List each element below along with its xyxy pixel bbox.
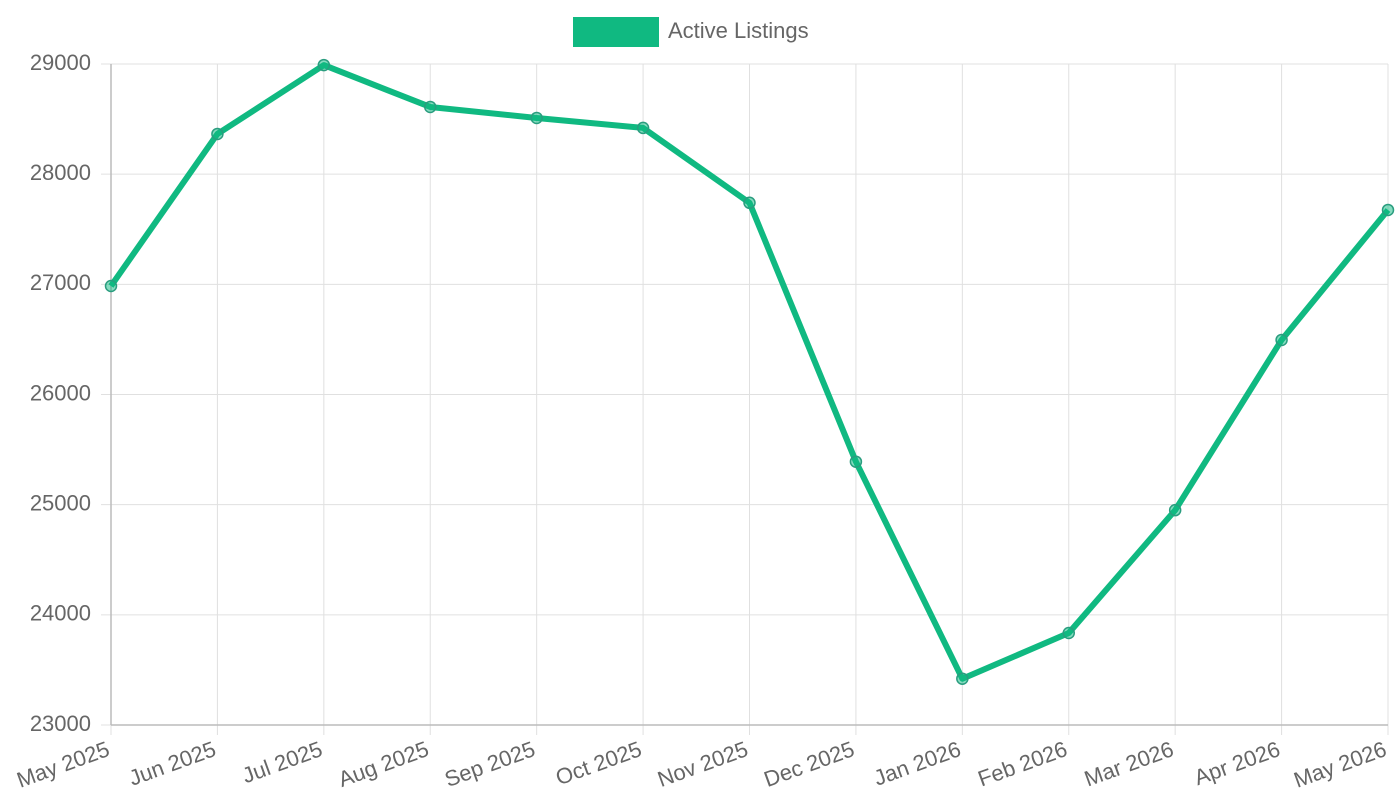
data-point [743, 196, 756, 210]
x-tick-label: Jan 2026 [870, 736, 964, 790]
y-tick-label: 27000 [30, 270, 91, 295]
x-tick-label: Dec 2025 [761, 736, 858, 792]
y-tick-label: 23000 [30, 711, 91, 736]
x-tick-label: Jul 2025 [239, 736, 326, 788]
x-tick-label: Nov 2025 [654, 736, 751, 792]
x-tick-label: Mar 2026 [1081, 736, 1177, 791]
legend-swatch [573, 17, 659, 47]
data-point [211, 127, 224, 141]
data-point [317, 58, 331, 72]
x-tick-label: Jun 2025 [126, 736, 220, 790]
data-point [1381, 203, 1395, 217]
x-tick-label: May 2026 [1290, 736, 1389, 793]
x-tick-label: Apr 2026 [1191, 736, 1283, 790]
y-tick-label: 25000 [30, 490, 91, 515]
x-tick-label: Sep 2025 [441, 736, 538, 792]
data-point [1168, 503, 1182, 517]
data-point [849, 455, 863, 468]
data-point [104, 279, 118, 293]
data-point [1062, 626, 1075, 640]
y-tick-label: 24000 [30, 601, 91, 626]
data-point [424, 100, 437, 114]
x-tick-label: Feb 2026 [975, 736, 1071, 791]
data-point [1275, 333, 1288, 347]
data-point [956, 672, 969, 685]
y-tick-label: 26000 [30, 380, 91, 405]
x-tick-label: May 2025 [13, 736, 112, 793]
data-point [636, 121, 650, 135]
data-point [530, 111, 543, 125]
y-tick-label: 29000 [30, 50, 91, 75]
legend-label: Active Listings [668, 18, 809, 43]
x-tick-label: Oct 2025 [552, 736, 644, 790]
y-tick-label: 28000 [30, 160, 91, 185]
x-tick-label: Aug 2025 [335, 736, 432, 792]
